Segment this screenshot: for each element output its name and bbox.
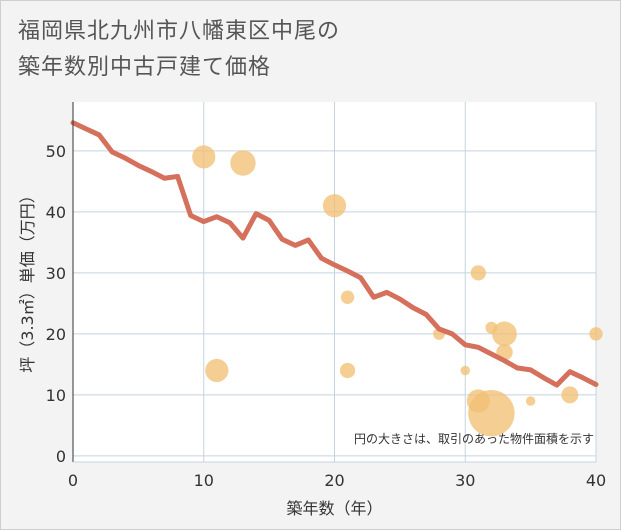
bubble-point	[561, 386, 579, 404]
x-tick-label: 30	[455, 471, 475, 490]
bubble-point	[192, 145, 216, 169]
line-series	[70, 120, 599, 388]
bubble-point	[322, 194, 347, 218]
average-price-line	[70, 120, 599, 388]
chart-title-line-2: 築年数別中古戸建て価格	[18, 55, 272, 80]
x-axis-title: 築年数（年）	[286, 499, 382, 518]
y-tick-label: 0	[56, 447, 66, 466]
bubble-point	[339, 362, 356, 379]
bubble-point	[470, 265, 486, 281]
chart-title-line-1: 福岡県北九州市八幡東区中尾の	[18, 19, 341, 44]
x-tick-label: 10	[194, 471, 214, 490]
bubble-point	[230, 150, 256, 176]
bubble-point	[460, 365, 470, 376]
bubble-size-note: 円の大きさは、取引のあった物件面積を示す	[354, 431, 594, 446]
y-tick-label: 10	[46, 386, 66, 405]
bubble-point	[492, 321, 517, 347]
axes: 0 10 20 30 40 0 10 20 30 40 50	[46, 102, 606, 490]
bubble-series	[192, 145, 603, 437]
chart-title: 福岡県北九州市八幡東区中尾の 築年数別中古戸建て価格	[18, 14, 340, 86]
bubble-point	[340, 290, 355, 304]
x-tick-label: 40	[586, 471, 606, 490]
x-tick-label: 20	[324, 471, 344, 490]
y-tick-label: 50	[46, 142, 66, 161]
y-axis-title: 坪（3.3㎡）単価（万円）	[18, 187, 37, 372]
bubble-point	[589, 327, 603, 341]
y-tick-label: 20	[46, 325, 66, 344]
bubble-point	[468, 389, 515, 437]
bubble-point	[205, 358, 229, 383]
y-tick-label: 30	[46, 264, 66, 283]
y-tick-label: 40	[46, 203, 66, 222]
bubble-point	[525, 396, 536, 406]
x-tick-label: 0	[68, 471, 78, 490]
